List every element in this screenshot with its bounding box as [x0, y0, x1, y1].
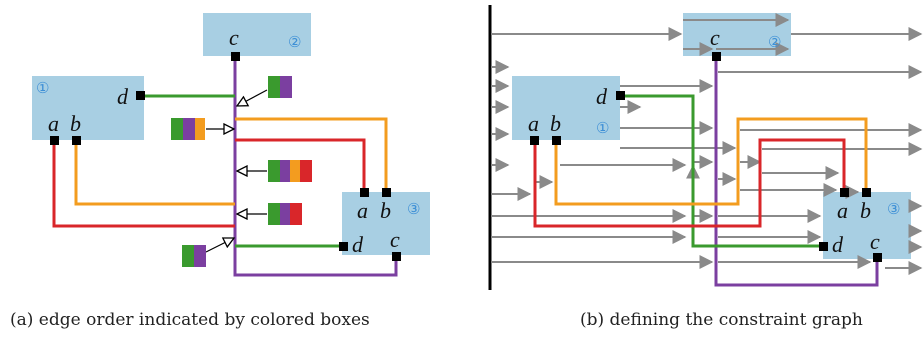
node-b-2-port-c-label: c	[710, 25, 720, 50]
caption-a: (a) edge order indicated by colored boxe…	[10, 310, 370, 330]
port-b-3-b	[862, 188, 871, 197]
port-1-d	[136, 91, 145, 100]
port-3-d	[339, 242, 348, 251]
panel-b: c ② d a b ① a b ③ d c (b) defining the c…	[488, 5, 923, 330]
order-box-1	[237, 76, 292, 106]
node-3-port-d-label: d	[352, 232, 364, 257]
order-box-5	[182, 238, 234, 267]
port-1-a	[50, 136, 59, 145]
caption-b: (b) defining the constraint graph	[580, 310, 863, 330]
node-3-port-a-label: a	[357, 198, 368, 223]
node-b-3-port-a-label: a	[837, 198, 848, 223]
port-b-2-c	[712, 52, 721, 61]
order-box-3	[237, 160, 312, 182]
port-b-3-a	[840, 188, 849, 197]
node-b-2-number: ②	[768, 33, 781, 51]
edge-b-red	[533, 138, 846, 228]
node-b-1-number: ①	[596, 119, 609, 137]
node-b-1-port-a-label: a	[528, 111, 539, 136]
edge-orange	[74, 117, 388, 206]
edge-b-green	[620, 94, 822, 248]
node-b-3-port-d-label: d	[832, 232, 844, 257]
edge-b-purple	[714, 56, 879, 287]
port-3-b	[382, 188, 391, 197]
node-1-port-a-label: a	[48, 111, 59, 136]
port-2-c	[231, 52, 240, 61]
node-b-3-port-b-label: b	[860, 198, 871, 223]
node-3-port-c-label: c	[390, 227, 400, 252]
node-2-number: ②	[288, 33, 301, 51]
port-b-1-d	[616, 91, 625, 100]
node-b-1-port-d-label: d	[596, 84, 608, 109]
node-b-3-port-c-label: c	[870, 229, 880, 254]
node-1-port-b-label: b	[70, 111, 81, 136]
port-b-1-a	[530, 136, 539, 145]
edge-red	[52, 138, 366, 228]
port-3-c	[392, 252, 401, 261]
node-3-number: ③	[407, 200, 420, 218]
edge-purple	[233, 56, 398, 277]
node-b-3	[823, 192, 911, 259]
port-b-3-c	[873, 253, 882, 262]
node-b-1	[512, 76, 620, 140]
constraint-arrows	[491, 13, 923, 275]
panel-a: ① d a b c ② a b ③ d c (a) edg	[10, 13, 430, 330]
node-2-port-c-label: c	[229, 25, 239, 50]
node-1-number: ①	[36, 79, 49, 97]
node-b-3-number: ③	[887, 200, 900, 218]
node-3-port-b-label: b	[380, 198, 391, 223]
port-1-b	[72, 136, 81, 145]
order-box-4	[237, 203, 302, 225]
node-3	[342, 192, 430, 255]
node-2	[203, 13, 311, 56]
node-1	[32, 76, 144, 140]
port-3-a	[360, 188, 369, 197]
node-1-port-d-label: d	[117, 84, 129, 109]
order-box-2	[171, 118, 234, 140]
port-b-3-d	[819, 242, 828, 251]
node-b-1-port-b-label: b	[550, 111, 561, 136]
edge-b-orange	[554, 117, 868, 206]
port-b-1-b	[552, 136, 561, 145]
